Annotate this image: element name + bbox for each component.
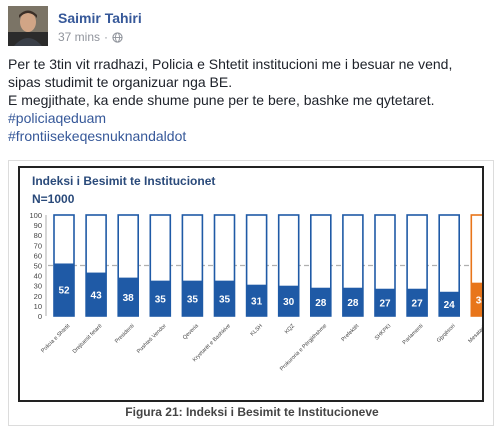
bar xyxy=(54,263,74,316)
bar xyxy=(375,288,395,316)
x-tick-label: KLSH xyxy=(250,323,264,337)
bar xyxy=(86,272,107,316)
data-label: 27 xyxy=(379,298,391,309)
meta-separator: · xyxy=(104,30,109,44)
data-label: 35 xyxy=(187,294,199,305)
bar xyxy=(439,291,460,316)
avatar[interactable] xyxy=(8,6,48,46)
figure-caption: Figura 21: Indeksi i Besimit te Instituc… xyxy=(125,405,379,419)
post-image[interactable]: Indeksi i Besimit te Institucionet N=100… xyxy=(8,160,494,426)
data-label: 52 xyxy=(58,286,70,297)
data-label: 24 xyxy=(444,300,456,311)
post-time[interactable]: 37 mins xyxy=(58,30,101,44)
data-label: 35 xyxy=(219,294,231,305)
hashtag-link[interactable]: #frontiisekeqesnuknandaldot xyxy=(8,128,187,144)
x-tick-label: Gjyqësori xyxy=(436,323,457,344)
post-line: Per te 3tin vit rradhazi, Policia e Shte… xyxy=(8,56,453,72)
y-tick-label: 0 xyxy=(38,312,42,321)
data-label: 35 xyxy=(155,294,167,305)
y-tick-label: 30 xyxy=(34,282,42,291)
y-tick-label: 60 xyxy=(34,251,42,260)
y-tick-label: 40 xyxy=(34,272,42,281)
y-tick-label: 100 xyxy=(29,211,42,220)
post-line: sipas studimit te organizuar nga BE. xyxy=(8,74,233,90)
x-tick-label: Prefektët xyxy=(341,323,361,343)
x-tick-label: Qeveria xyxy=(182,323,201,342)
x-tick-label: Mesatarja xyxy=(467,323,482,345)
bar xyxy=(407,288,428,316)
post-line: E megjithate, ka ende shume pune per te … xyxy=(8,92,435,108)
x-tick-label: Parlamenti xyxy=(402,323,425,346)
data-label: 30 xyxy=(283,297,295,308)
bar xyxy=(214,280,235,316)
data-label: 33 xyxy=(476,295,482,306)
hashtag-link[interactable]: #policiaqeduam xyxy=(8,110,107,126)
post-header: Saimir Tahiri 37 mins · xyxy=(8,6,494,48)
data-label: 27 xyxy=(412,298,424,309)
bar xyxy=(150,280,171,316)
y-tick-label: 90 xyxy=(34,221,42,230)
data-label: 31 xyxy=(251,296,263,307)
bar xyxy=(278,285,299,316)
bar xyxy=(310,287,331,316)
bar xyxy=(118,277,139,316)
bar xyxy=(246,284,267,316)
bar xyxy=(182,280,203,316)
y-tick-label: 70 xyxy=(34,241,42,250)
x-tick-label: Policia e Shtetit xyxy=(40,323,71,354)
data-label: 28 xyxy=(315,298,327,309)
chart-subtitle: N=1000 xyxy=(32,192,75,206)
post-meta: 37 mins · xyxy=(58,30,123,44)
x-tick-label: SHKPKI xyxy=(374,323,393,342)
avatar-image xyxy=(8,6,48,46)
y-tick-label: 10 xyxy=(34,302,42,311)
y-tick-label: 50 xyxy=(34,262,42,271)
x-tick-label: Presidenti xyxy=(114,323,136,345)
x-tick-label: KQZ xyxy=(284,323,297,336)
chart-title: Indeksi i Besimit te Institucionet xyxy=(32,174,216,188)
y-tick-label: 80 xyxy=(34,231,42,240)
data-label: 38 xyxy=(123,293,135,304)
bar xyxy=(342,287,363,316)
post-text: Per te 3tin vit rradhazi, Policia e Shte… xyxy=(8,55,494,145)
globe-icon[interactable] xyxy=(112,31,123,43)
chart-frame: Indeksi i Besimit te Institucionet N=100… xyxy=(18,166,484,402)
data-label: 28 xyxy=(347,298,359,309)
bar xyxy=(471,282,482,316)
x-tick-label: Pushteti Vendor xyxy=(136,323,168,355)
author-name[interactable]: Saimir Tahiri xyxy=(58,10,142,26)
x-tick-label: Drejtuesit fetarë xyxy=(72,323,104,355)
y-tick-label: 20 xyxy=(34,292,42,301)
data-label: 43 xyxy=(91,290,103,301)
